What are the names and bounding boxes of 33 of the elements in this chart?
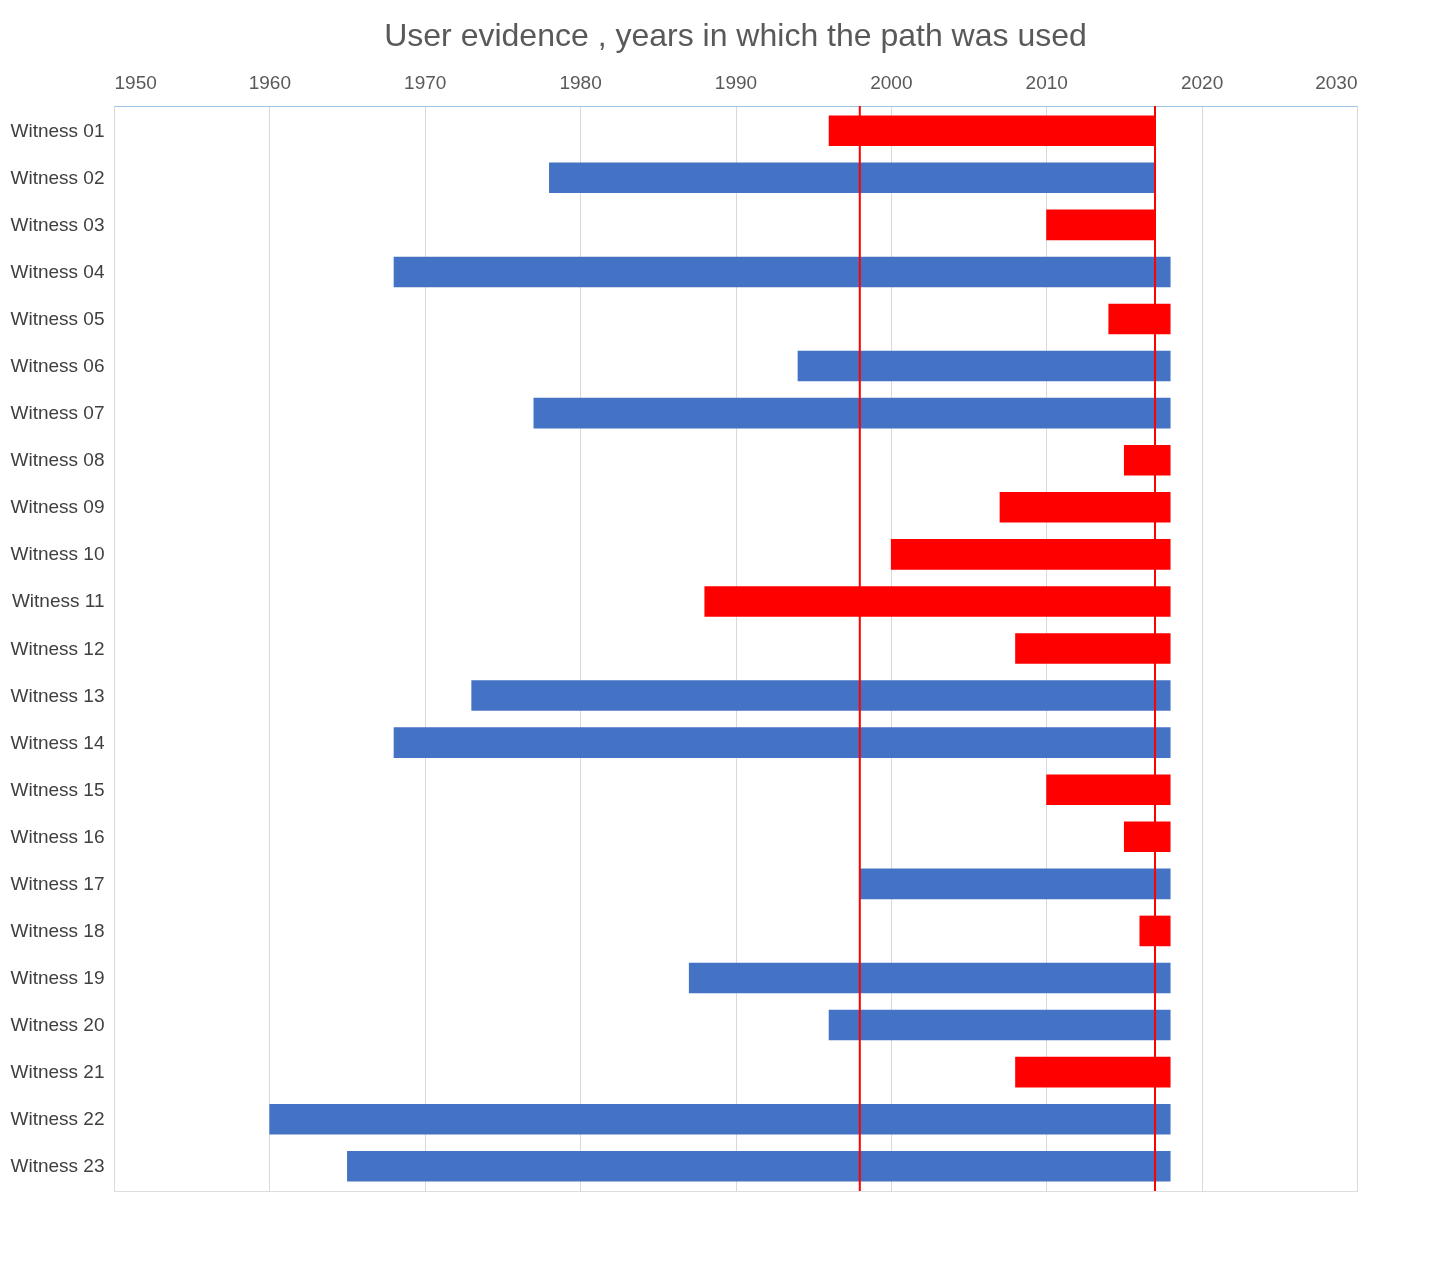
x-tick-label: 1980 [559,71,602,93]
y-tick-label: Witness 23 [10,1155,105,1177]
y-tick-label: Witness 16 [10,825,105,847]
x-tick-label: 1990 [714,71,758,93]
y-tick-label: Witness 06 [10,355,105,377]
y-tick-label: Witness 18 [10,919,105,941]
y-tick-label: Witness 02 [10,166,105,188]
y-tick-label: Witness 21 [10,1061,105,1083]
y-tick-label: Witness 13 [10,684,105,706]
y-tick-label: Witness 09 [10,496,105,518]
x-tick-label: 1950 [114,71,157,93]
y-tick-label: Witness 11 [11,590,105,612]
y-tick-label: Witness 03 [10,213,105,235]
y-tick-label: Witness 01 [10,119,105,141]
y-tick-label: Witness 22 [10,1108,105,1130]
y-tick-label: Witness 05 [10,308,105,329]
y-tick-label: Witness 17 [10,872,105,894]
x-tick-label: 2000 [870,71,913,93]
y-tick-label: Witness 20 [10,1014,105,1036]
y-tick-label: Witness 15 [10,778,105,800]
y-tick-label: Witness 08 [10,449,105,471]
y-tick-label: Witness 12 [10,637,105,659]
y-tick-label: Witness 10 [10,543,105,565]
y-tick-label: Witness 14 [10,731,105,753]
y-tick-label: Witness 07 [10,402,105,424]
x-tick-label: 2020 [1180,71,1224,93]
x-tick-label: 1970 [404,71,447,93]
y-tick-label: Witness 04 [10,260,105,282]
chart-title: User evidence , years in which the path was used [384,17,1087,53]
x-tick-label: 1960 [248,71,292,93]
y-tick-label: Witness 19 [10,967,105,988]
x-tick-label: 2010 [1025,71,1068,93]
x-tick-label: 2030 [1315,71,1358,93]
